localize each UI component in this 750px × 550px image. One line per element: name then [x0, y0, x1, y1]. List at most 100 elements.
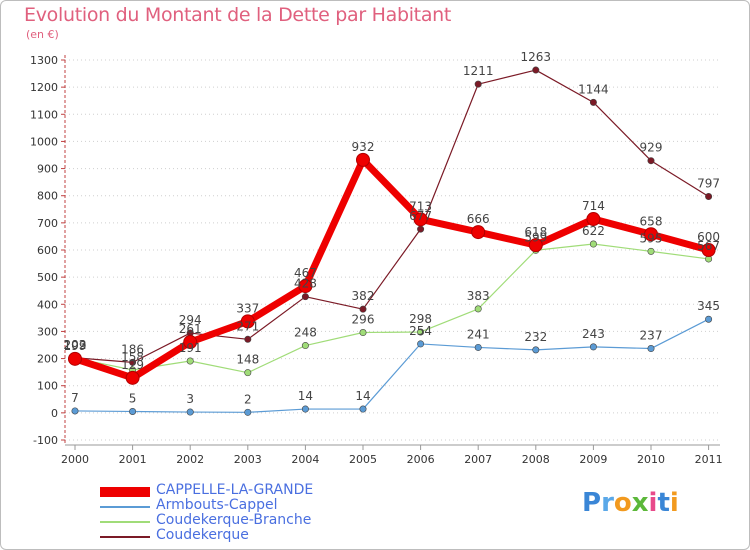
- data-label: 929: [640, 141, 663, 155]
- data-point: [301, 293, 309, 301]
- data-label: 129: [121, 358, 144, 372]
- data-point: [356, 152, 370, 167]
- data-point: [244, 335, 252, 343]
- data-point: [359, 405, 367, 413]
- legend-label: Armbouts-Cappel: [156, 497, 278, 513]
- x-tick-label: 2010: [637, 453, 665, 466]
- data-point: [589, 240, 597, 248]
- data-label: 666: [467, 212, 490, 226]
- data-label: 248: [294, 326, 317, 340]
- data-label: 345: [697, 299, 720, 313]
- x-tick-label: 2000: [61, 453, 89, 466]
- data-point: [701, 243, 716, 257]
- data-label: 467: [294, 266, 317, 280]
- data-label: 158: [121, 350, 144, 364]
- data-label: 237: [640, 329, 663, 343]
- y-tick-label: 200: [37, 353, 58, 366]
- data-point: [244, 408, 252, 416]
- data-point: [125, 370, 140, 385]
- series-line-cappelle-la-grande: [71, 156, 713, 382]
- data-point: [589, 98, 597, 106]
- data-label: 254: [409, 324, 432, 338]
- data-point: [413, 212, 428, 227]
- data-label: 382: [352, 289, 375, 303]
- data-point: [644, 227, 658, 242]
- x-tick-label: 2007: [464, 453, 492, 466]
- legend-swatch: [100, 506, 150, 508]
- data-point: [71, 407, 79, 415]
- y-tick-label: 1100: [30, 108, 58, 121]
- y-tick-label: 800: [37, 190, 58, 203]
- x-tick-label: 2003: [234, 453, 262, 466]
- x-tick-label: 2008: [522, 453, 550, 466]
- x-tick-label: 2004: [291, 453, 319, 466]
- data-label: 241: [467, 327, 490, 341]
- data-label: 14: [355, 389, 370, 403]
- data-point: [186, 408, 194, 416]
- data-point: [532, 66, 540, 74]
- data-point: [417, 328, 425, 336]
- data-point: [589, 343, 597, 351]
- data-label: 1211: [463, 64, 494, 78]
- data-label: 203: [64, 338, 87, 352]
- data-point: [244, 369, 252, 377]
- y-tick-label: 300: [37, 325, 58, 338]
- y-tick-label: 1300: [30, 54, 58, 67]
- data-label: 797: [697, 177, 720, 191]
- data-label: 3: [186, 392, 194, 406]
- data-label: 261: [179, 322, 202, 336]
- data-point: [301, 405, 309, 413]
- data-label: 618: [524, 225, 547, 239]
- data-label: 232: [524, 330, 547, 344]
- data-point: [359, 305, 367, 313]
- legend-swatch: [100, 536, 150, 538]
- data-point: [417, 225, 425, 233]
- data-label: 5: [129, 392, 137, 406]
- data-point: [705, 193, 713, 201]
- data-label: 296: [352, 313, 375, 327]
- data-label: 713: [409, 199, 432, 213]
- data-label: 600: [697, 230, 720, 244]
- legend-item-coudekerque-branche: Coudekerque-Branche: [100, 512, 360, 529]
- data-point: [186, 357, 194, 365]
- y-tick-label: 600: [37, 244, 58, 257]
- y-tick-label: 100: [37, 380, 58, 393]
- y-tick-label: 900: [37, 163, 58, 176]
- data-point: [359, 329, 367, 337]
- data-label: 271: [236, 319, 259, 333]
- data-point: [129, 358, 137, 366]
- data-label: 595: [640, 231, 663, 245]
- data-label: 622: [582, 224, 605, 238]
- data-point: [528, 238, 543, 253]
- data-point: [474, 80, 482, 88]
- data-point: [301, 342, 309, 350]
- data-point: [647, 157, 655, 165]
- legend-swatch: [100, 487, 150, 497]
- y-tick-label: 0: [51, 407, 58, 420]
- data-point: [471, 225, 486, 240]
- data-point: [183, 335, 198, 350]
- data-point: [474, 343, 482, 351]
- y-tick-label: 500: [37, 271, 58, 284]
- data-label: 337: [236, 301, 259, 315]
- y-tick-label: 1000: [30, 135, 58, 148]
- x-tick-label: 2005: [349, 453, 377, 466]
- data-label: 383: [467, 289, 490, 303]
- y-tick-label: -100: [33, 434, 58, 447]
- series-line-coudekerque: [74, 69, 710, 363]
- data-label: 298: [409, 312, 432, 326]
- legend-label: Coudekerque-Branche: [156, 512, 312, 528]
- data-label: 294: [179, 313, 202, 327]
- data-label: 2: [244, 392, 252, 406]
- data-label: 1263: [521, 50, 552, 64]
- legend-item-cappelle: CAPPELLE-LA-GRANDE: [100, 482, 360, 499]
- data-label: 191: [179, 341, 202, 355]
- data-point: [240, 314, 255, 329]
- series-line-coudekerque-branche: [74, 243, 710, 374]
- data-point: [68, 351, 82, 366]
- data-label: 714: [582, 199, 605, 213]
- chart-subtitle: (en €): [26, 28, 59, 41]
- legend-label: Coudekerque: [156, 527, 249, 543]
- data-label: 7: [71, 391, 79, 405]
